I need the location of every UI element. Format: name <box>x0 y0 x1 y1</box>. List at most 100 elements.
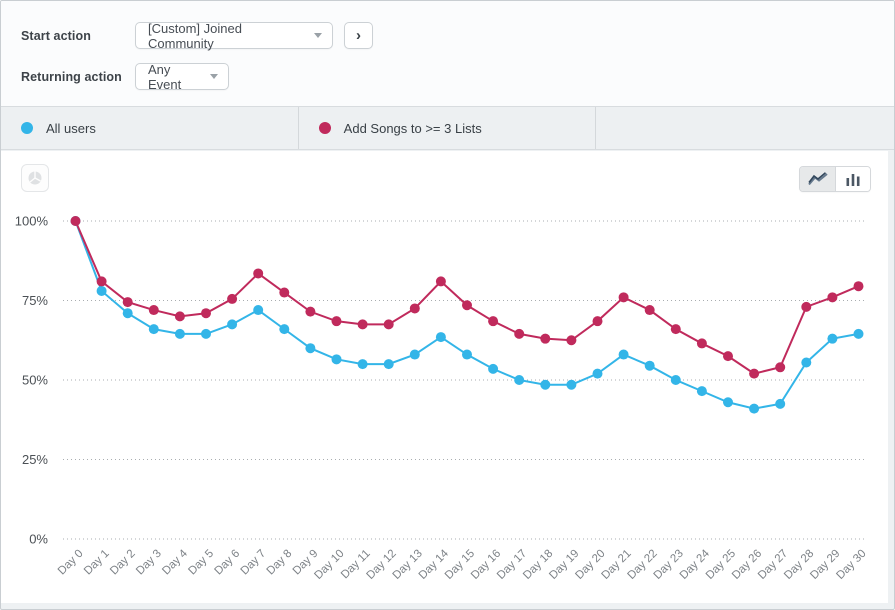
legend-empty-cell <box>596 107 894 149</box>
bar-chart-toggle-button[interactable] <box>835 167 870 191</box>
chart-point[interactable] <box>488 363 499 374</box>
svg-text:Day 7: Day 7 <box>239 548 269 578</box>
chart-point[interactable] <box>253 305 264 316</box>
chart-point[interactable] <box>279 287 290 298</box>
chart-point[interactable] <box>357 359 368 370</box>
chart-point[interactable] <box>644 305 655 316</box>
chart-point[interactable] <box>409 303 420 314</box>
chart-point[interactable] <box>749 368 760 379</box>
series-dot-red <box>318 122 331 134</box>
chart-point[interactable] <box>305 343 316 354</box>
chart-point[interactable] <box>592 368 603 379</box>
chart-point[interactable] <box>331 316 342 327</box>
chart-point[interactable] <box>357 319 368 330</box>
chart-point[interactable] <box>462 300 472 311</box>
chart-point[interactable] <box>331 354 342 365</box>
chart-point[interactable] <box>488 316 499 327</box>
chevron-right-icon: › <box>356 27 361 44</box>
chart-point[interactable] <box>122 297 133 308</box>
start-action-value: [Custom] Joined Community <box>148 20 242 51</box>
svg-text:Day 2: Day 2 <box>108 548 138 578</box>
chart-point[interactable] <box>827 292 838 303</box>
legend-label: Add Songs to >= 3 Lists <box>343 120 482 136</box>
chart-point[interactable] <box>592 316 603 327</box>
chart-point[interactable] <box>253 268 264 279</box>
legend-bar: All users Add Songs to >= 3 Lists <box>1 106 894 150</box>
start-action-label: Start action <box>21 28 91 43</box>
chart-point[interactable] <box>775 398 786 409</box>
svg-text:Day 0: Day 0 <box>56 548 86 578</box>
chart-point[interactable] <box>853 281 864 292</box>
chart-point[interactable] <box>174 328 185 339</box>
svg-text:100%: 100% <box>15 214 49 229</box>
chart-point[interactable] <box>148 305 159 316</box>
chevron-down-icon <box>314 33 322 38</box>
legend-label: All users <box>46 120 96 136</box>
line-chart-icon <box>807 172 828 186</box>
svg-text:25%: 25% <box>22 452 48 467</box>
chart-point[interactable] <box>540 379 551 390</box>
chart-point[interactable] <box>174 311 185 322</box>
chart-panel: 0% 25% 50% 75% 100% Day 0 Day 1 Day 2 Day 3 Day 4… <box>1 151 888 603</box>
filter-controls-section: Start action [Custom] Joined Community ›… <box>1 1 894 106</box>
chart-point[interactable] <box>96 285 107 296</box>
chart-point[interactable] <box>201 328 211 339</box>
chart-point[interactable] <box>435 276 446 287</box>
chart-point[interactable] <box>775 362 786 373</box>
expand-start-action-button[interactable]: › <box>344 22 373 49</box>
chart-point[interactable] <box>749 403 760 414</box>
chart-point[interactable] <box>383 359 394 370</box>
chart-point[interactable] <box>723 351 733 362</box>
chart-point[interactable] <box>540 333 551 344</box>
pie-chart-icon <box>28 171 42 185</box>
chart-point[interactable] <box>696 338 707 349</box>
chart-point[interactable] <box>566 335 577 346</box>
chart-point[interactable] <box>618 292 629 303</box>
chart-point[interactable] <box>227 319 238 330</box>
bar-chart-icon <box>846 174 860 186</box>
chart-point[interactable] <box>148 324 159 335</box>
svg-text:Day 1: Day 1 <box>82 548 112 578</box>
pie-chart-toggle-button-disabled <box>21 164 49 192</box>
y-gridlines <box>63 220 867 540</box>
svg-text:0%: 0% <box>29 532 48 547</box>
chart-point[interactable] <box>409 349 420 360</box>
chart-point[interactable] <box>801 357 812 368</box>
line-chart-toggle-button[interactable] <box>800 167 835 191</box>
chart-point[interactable] <box>96 276 107 287</box>
chart-point[interactable] <box>801 301 812 312</box>
chart-point[interactable] <box>70 216 81 226</box>
chart-point[interactable] <box>122 308 133 319</box>
legend-item-all-users[interactable]: All users <box>1 107 299 149</box>
start-action-dropdown[interactable]: [Custom] Joined Community <box>135 20 333 51</box>
chart-point[interactable] <box>696 386 707 397</box>
chart-point[interactable] <box>435 332 446 343</box>
chart-point[interactable] <box>853 328 864 339</box>
chart-point[interactable] <box>566 379 577 390</box>
svg-text:50%: 50% <box>22 373 48 388</box>
chart-point[interactable] <box>827 333 838 344</box>
chart-point[interactable] <box>227 293 238 304</box>
returning-action-dropdown[interactable]: Any Event <box>135 62 229 92</box>
chart-point[interactable] <box>723 397 733 408</box>
svg-text:Day 10: Day 10 <box>312 548 346 582</box>
chart-point[interactable] <box>644 360 655 371</box>
legend-item-add-songs[interactable]: Add Songs to >= 3 Lists <box>299 107 597 149</box>
start-action-row: Start action [Custom] Joined Community › <box>21 20 894 51</box>
chart-point[interactable] <box>514 375 525 385</box>
chart-point[interactable] <box>618 349 629 360</box>
chart-point[interactable] <box>670 375 681 385</box>
chart-point[interactable] <box>670 324 681 335</box>
chart-point[interactable] <box>279 324 290 335</box>
chart-point[interactable] <box>383 319 394 330</box>
chart-point[interactable] <box>305 306 316 317</box>
chart-point[interactable] <box>514 328 525 339</box>
svg-text:Day 8: Day 8 <box>265 548 295 578</box>
chart-point[interactable] <box>462 349 472 360</box>
chevron-down-icon <box>210 74 218 79</box>
chart-point[interactable] <box>201 308 211 319</box>
svg-text:75%: 75% <box>22 293 48 308</box>
